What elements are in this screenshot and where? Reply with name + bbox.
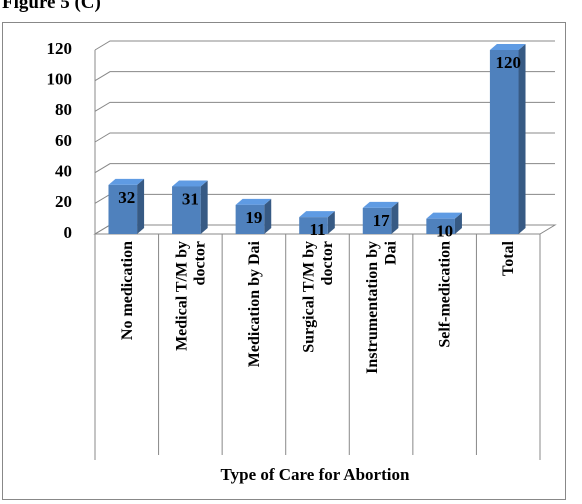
grid-line — [94, 101, 555, 112]
grid-line — [94, 163, 555, 174]
x-tick-label-line: doctor — [192, 241, 209, 285]
x-tick-label-line: Self-medication — [437, 241, 454, 348]
value-label: 120 — [495, 53, 521, 72]
y-tick-label: 20 — [55, 192, 72, 211]
x-tick-label-line: Medical T/M by — [173, 241, 190, 351]
bar-side — [137, 178, 145, 234]
x-tick-label: Self-medication — [437, 241, 454, 348]
bar-side — [518, 44, 526, 234]
bar-top — [108, 178, 145, 185]
bar-top — [172, 180, 208, 187]
bar-top — [299, 211, 335, 218]
bar-front — [299, 217, 328, 234]
x-tick-label: Surgical T/M bydoctor — [301, 241, 336, 353]
x-tick-label-line: No medication — [119, 241, 136, 340]
bar-front — [172, 186, 201, 234]
bar — [172, 180, 208, 234]
x-tick-label: Medical T/M bydoctor — [173, 241, 208, 351]
value-label: 17 — [373, 211, 391, 230]
y-tick-label: 40 — [55, 162, 72, 181]
bar-top — [362, 201, 399, 208]
x-tick-label-line: Medication by Dai — [246, 240, 263, 367]
y-tick-label: 60 — [55, 131, 72, 150]
bar-top — [489, 44, 526, 50]
value-label: 10 — [436, 222, 453, 241]
bar-side — [264, 198, 272, 234]
bar — [299, 211, 335, 234]
value-label: 32 — [118, 188, 135, 207]
bar-side — [454, 212, 462, 234]
value-label: 31 — [182, 189, 199, 208]
x-axis-title: Type of Care for Abortion — [221, 465, 410, 484]
x-tick-label-line: Dai — [382, 240, 399, 265]
grid-line — [94, 193, 555, 204]
value-label: 11 — [309, 220, 325, 239]
bar-side — [391, 201, 399, 234]
y-tick-label: 80 — [55, 100, 72, 119]
y-tick-label: 0 — [64, 223, 73, 242]
bar — [426, 212, 462, 234]
chart-title: Figure 5 (C) — [2, 0, 101, 13]
bar — [108, 178, 145, 234]
y-tick-label: 100 — [47, 70, 73, 89]
bar-front — [108, 184, 138, 234]
x-tick-label-line: Instrumentation by — [364, 241, 381, 374]
bar-front — [362, 207, 392, 234]
chart-border — [2, 22, 566, 500]
grid-line — [94, 132, 555, 143]
bar — [489, 44, 526, 234]
bar-side — [327, 211, 335, 234]
x-tick-label-line: doctor — [319, 241, 336, 285]
bar — [362, 201, 399, 234]
x-tick-label: No medication — [119, 241, 136, 340]
bar-front — [426, 218, 455, 234]
bar — [235, 198, 272, 234]
bar-front — [489, 50, 519, 234]
x-tick-label-line: Surgical T/M by — [301, 241, 318, 353]
bar-side — [200, 180, 208, 234]
x-tick-label: Instrumentation byDai — [364, 240, 399, 373]
x-tick-label: Total — [500, 240, 517, 276]
bar-top — [235, 198, 272, 205]
bar-front — [235, 204, 265, 234]
x-tick-label: Medication by Dai — [246, 240, 263, 367]
x-tick-label-line: Total — [500, 240, 517, 276]
value-label: 19 — [245, 208, 262, 227]
bar-top — [426, 212, 462, 219]
grid-line — [94, 71, 555, 82]
grid-line — [94, 40, 555, 51]
y-tick-label: 120 — [47, 39, 73, 58]
